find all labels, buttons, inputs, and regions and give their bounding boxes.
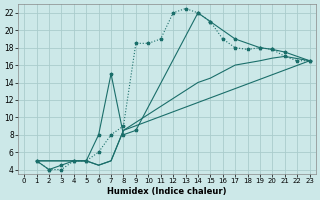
X-axis label: Humidex (Indice chaleur): Humidex (Indice chaleur) xyxy=(107,187,227,196)
